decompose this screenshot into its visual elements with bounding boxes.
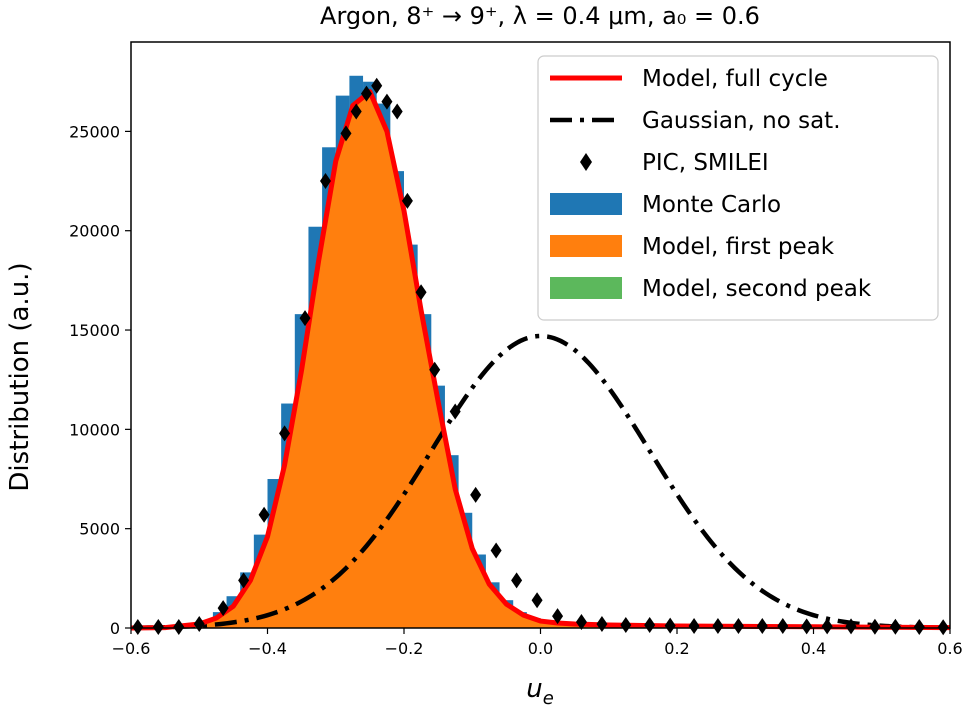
x-tick-label: 0.4 bbox=[801, 639, 826, 658]
model-full-cycle-curve bbox=[130, 89, 951, 631]
y-axis: 0 5000 10000 15000 20000 25000 bbox=[69, 122, 131, 638]
pic-marker bbox=[937, 619, 949, 636]
y-tick-label: 5000 bbox=[79, 520, 120, 539]
legend-label: Model, first peak bbox=[642, 234, 835, 260]
pic-marker bbox=[575, 614, 587, 631]
y-tick-label: 25000 bbox=[69, 122, 120, 141]
pic-marker bbox=[821, 618, 833, 635]
gaussian-curve bbox=[130, 333, 951, 630]
pic-marker bbox=[258, 506, 270, 523]
x-axis-label-main: u bbox=[526, 674, 542, 704]
x-axis-label: ue bbox=[526, 674, 554, 706]
pic-marker bbox=[712, 618, 724, 635]
pic-marker bbox=[531, 592, 543, 609]
pic-marker bbox=[756, 618, 768, 635]
legend-label: PIC, SMILEI bbox=[642, 150, 769, 176]
pic-marker bbox=[360, 85, 372, 102]
legend: Model, full cycle Gaussian, no sat. PIC, S… bbox=[537, 55, 939, 321]
x-tick-label: 0.6 bbox=[937, 639, 962, 658]
x-tick-label: −0.2 bbox=[385, 639, 424, 658]
legend-label: Gaussian, no sat. bbox=[642, 108, 841, 134]
y-tick-label: 15000 bbox=[69, 321, 120, 340]
pic-marker bbox=[688, 618, 700, 635]
x-tick-label: −0.6 bbox=[112, 639, 151, 658]
pic-marker bbox=[620, 617, 632, 634]
pic-marker bbox=[511, 572, 523, 589]
plot-area bbox=[130, 75, 951, 636]
legend-label: Model, full cycle bbox=[642, 66, 828, 92]
y-tick-label: 20000 bbox=[69, 222, 120, 241]
y-tick-label: 10000 bbox=[69, 420, 120, 439]
pic-marker bbox=[381, 93, 393, 110]
pic-marker bbox=[664, 617, 676, 634]
pic-marker bbox=[299, 310, 311, 327]
pic-marker bbox=[913, 619, 925, 636]
first-peak-area bbox=[131, 91, 950, 629]
pic-marker bbox=[132, 619, 144, 636]
pic-marker bbox=[869, 618, 881, 635]
pic-marker bbox=[401, 192, 413, 209]
pic-marker bbox=[320, 173, 332, 190]
legend-label: Model, second peak bbox=[642, 276, 872, 302]
legend-handle bbox=[550, 277, 622, 299]
pic-marker bbox=[173, 619, 185, 636]
pic-marker bbox=[371, 77, 383, 94]
pic-marker bbox=[415, 284, 427, 301]
pic-marker bbox=[217, 600, 229, 617]
pic-marker bbox=[801, 618, 813, 635]
y-axis-label: Distribution (a.u.) bbox=[5, 262, 35, 491]
x-tick-label: −0.4 bbox=[248, 639, 287, 658]
chart-title: Argon, 8⁺ → 9⁺, λ = 0.4 μm, a₀ = 0.6 bbox=[320, 2, 760, 30]
x-tick-label: 0.2 bbox=[664, 639, 689, 658]
pic-marker bbox=[470, 486, 482, 503]
legend-handle bbox=[550, 235, 622, 257]
pic-marker bbox=[193, 616, 205, 633]
pic-marker bbox=[340, 125, 352, 142]
pic-marker bbox=[391, 103, 403, 120]
pic-marker bbox=[889, 618, 901, 635]
legend-box bbox=[537, 55, 939, 321]
pic-marker bbox=[279, 425, 291, 442]
pic-marker bbox=[429, 361, 441, 378]
pic-marker bbox=[644, 617, 656, 634]
pic-marker bbox=[449, 403, 461, 420]
legend-handle bbox=[550, 193, 622, 215]
legend-label: Monte Carlo bbox=[642, 192, 781, 218]
pic-marker bbox=[596, 616, 608, 633]
pic-marker bbox=[777, 618, 789, 635]
pic-marker bbox=[350, 103, 362, 120]
first-peak-layer bbox=[131, 91, 950, 629]
y-tick-label: 0 bbox=[110, 619, 120, 638]
pic-marker bbox=[845, 618, 857, 635]
pic-marker bbox=[490, 542, 502, 559]
legend-handle bbox=[580, 153, 592, 171]
pic-marker bbox=[732, 618, 744, 635]
curves-layer bbox=[130, 89, 951, 631]
x-tick-label: 0.0 bbox=[528, 639, 553, 658]
pic-marker bbox=[552, 608, 564, 625]
x-axis: −0.6 −0.4 −0.2 0.0 0.2 0.4 0.6 bbox=[112, 628, 963, 658]
x-axis-label-subscript: e bbox=[543, 688, 554, 706]
pic-marker bbox=[238, 572, 250, 589]
pic-marker bbox=[152, 619, 164, 636]
